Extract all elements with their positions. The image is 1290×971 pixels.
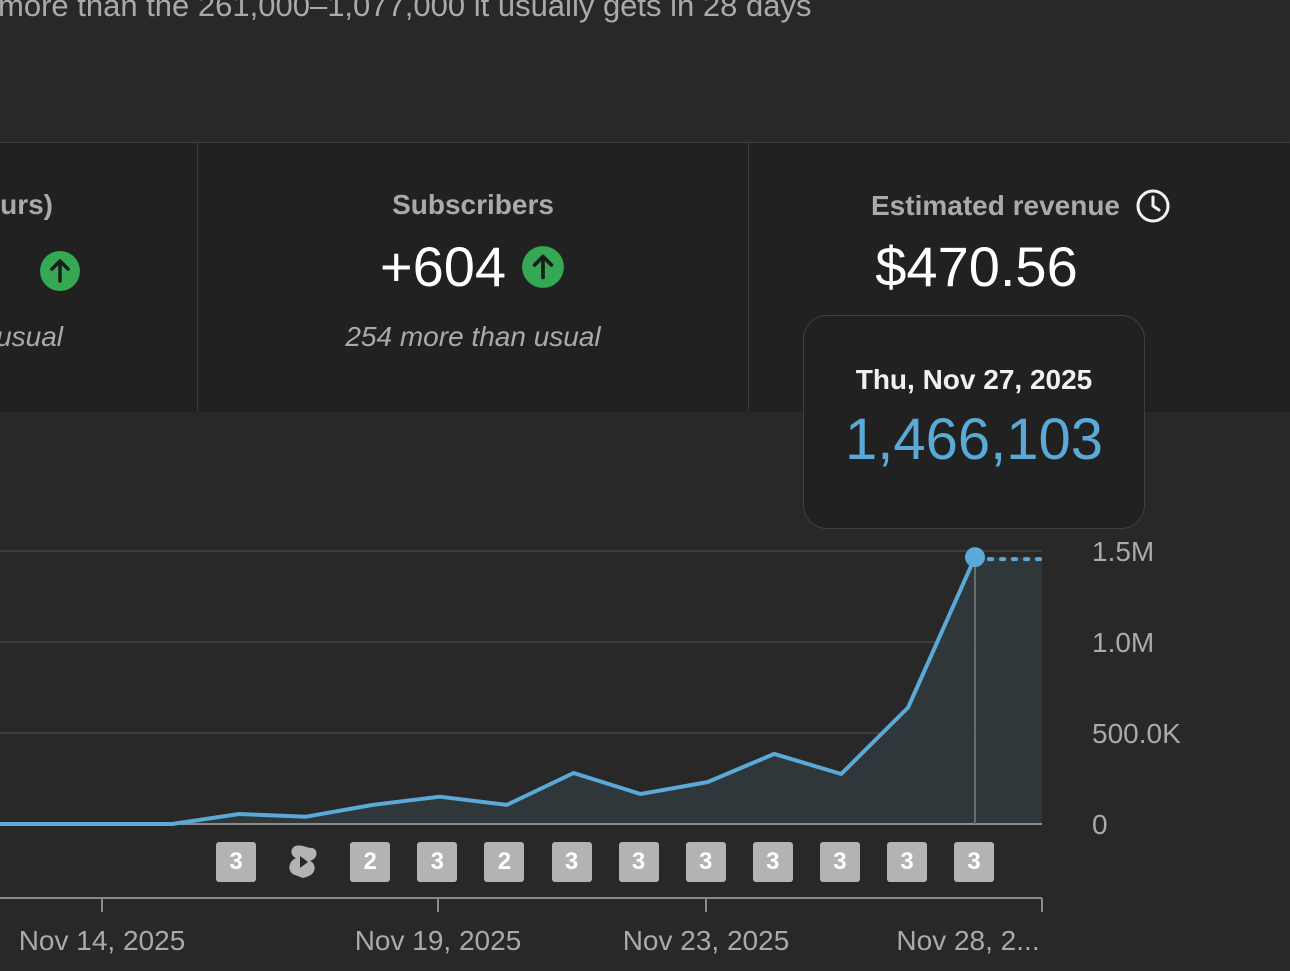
x-tick-label: Nov 23, 2025 (623, 925, 790, 956)
content-count-badge[interactable]: 3 (752, 842, 793, 882)
y-tick-label: 0 (1092, 809, 1108, 840)
metric-label: Estimated revenue (871, 190, 1120, 221)
content-count-badge[interactable]: 3 (551, 842, 592, 882)
y-tick-label: 500.0K (1092, 718, 1181, 749)
chart-tooltip: Thu, Nov 27, 2025 1,466,103 (803, 315, 1145, 529)
content-count-badge[interactable]: 3 (954, 842, 995, 882)
metric-value: $470.56 (875, 235, 1078, 298)
content-count-badge[interactable]: 3 (618, 842, 659, 882)
content-count-badge[interactable]: 2 (350, 842, 391, 882)
trend-up-icon (40, 251, 80, 292)
content-count-badge[interactable]: 3 (685, 842, 726, 882)
trend-up-icon (522, 246, 564, 288)
metric-divider (197, 143, 198, 411)
metric-label: Subscribers (392, 189, 554, 220)
metric-value-row: +604 (198, 235, 748, 299)
metric-note: 254 more than usual (345, 321, 601, 352)
chart-highlight-point[interactable] (965, 547, 985, 568)
metric-label: urs) (0, 189, 53, 220)
tooltip-date: Thu, Nov 27, 2025 (855, 364, 1093, 395)
content-count-badge[interactable]: 3 (887, 842, 927, 882)
metric-divider (748, 143, 749, 411)
y-tick-label: 1.0M (1092, 627, 1154, 658)
metric-subscribers[interactable]: Subscribers +604 254 more than usual (198, 143, 748, 353)
shorts-icon[interactable] (283, 842, 323, 882)
metric-value-row (0, 235, 100, 299)
content-count-badge[interactable]: 3 (417, 842, 458, 882)
tooltip-value: 1,466,103 (844, 407, 1104, 472)
metric-note: usual (0, 321, 63, 352)
metric-watch-time[interactable]: urs) usual (0, 143, 100, 353)
chart-series-line (0, 556, 977, 826)
clock-icon[interactable] (1134, 187, 1172, 225)
metric-label-row: Estimated revenue (749, 187, 1290, 223)
y-tick-label: 1.5M (1092, 536, 1154, 567)
x-tick-label: Nov 28, 2... (896, 925, 1039, 956)
x-tick-label: Nov 19, 2025 (355, 925, 522, 956)
headline-summary: more than the 261,000–1,077,000 it usual… (0, 0, 812, 23)
x-tick-label: Nov 14, 2025 (19, 925, 186, 956)
metric-estimated-revenue[interactable]: Estimated revenue $470.56 (749, 143, 1290, 299)
content-count-badge[interactable]: 3 (819, 842, 860, 882)
metric-value: +604 (379, 235, 507, 298)
content-count-badge[interactable]: 2 (484, 842, 525, 882)
chart-area-fill (0, 557, 1042, 824)
content-count-badge[interactable]: 3 (216, 842, 256, 882)
